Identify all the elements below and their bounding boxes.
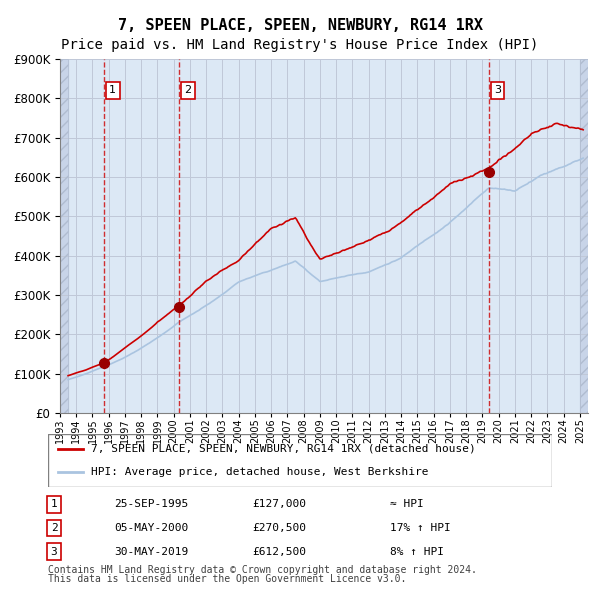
Text: 17% ↑ HPI: 17% ↑ HPI — [390, 523, 451, 533]
Bar — [60, 59, 68, 413]
Bar — [580, 59, 588, 413]
Text: 7, SPEEN PLACE, SPEEN, NEWBURY, RG14 1RX: 7, SPEEN PLACE, SPEEN, NEWBURY, RG14 1RX — [118, 18, 482, 32]
Text: Price paid vs. HM Land Registry's House Price Index (HPI): Price paid vs. HM Land Registry's House … — [61, 38, 539, 53]
Text: 2: 2 — [184, 86, 191, 96]
Bar — [580, 59, 588, 413]
Text: 7, SPEEN PLACE, SPEEN, NEWBURY, RG14 1RX (detached house): 7, SPEEN PLACE, SPEEN, NEWBURY, RG14 1RX… — [91, 444, 476, 454]
Text: £612,500: £612,500 — [252, 547, 306, 556]
Text: 30-MAY-2019: 30-MAY-2019 — [114, 547, 188, 556]
Text: 1: 1 — [50, 500, 58, 509]
Bar — [60, 59, 68, 413]
Text: 3: 3 — [50, 547, 58, 556]
Text: £127,000: £127,000 — [252, 500, 306, 509]
Text: HPI: Average price, detached house, West Berkshire: HPI: Average price, detached house, West… — [91, 467, 428, 477]
Text: 1: 1 — [109, 86, 116, 96]
Text: This data is licensed under the Open Government Licence v3.0.: This data is licensed under the Open Gov… — [48, 574, 406, 584]
Text: 2: 2 — [50, 523, 58, 533]
Text: £270,500: £270,500 — [252, 523, 306, 533]
Text: 8% ↑ HPI: 8% ↑ HPI — [390, 547, 444, 556]
Text: ≈ HPI: ≈ HPI — [390, 500, 424, 509]
Text: Contains HM Land Registry data © Crown copyright and database right 2024.: Contains HM Land Registry data © Crown c… — [48, 565, 477, 575]
Text: 3: 3 — [494, 86, 501, 96]
Text: 25-SEP-1995: 25-SEP-1995 — [114, 500, 188, 509]
Text: 05-MAY-2000: 05-MAY-2000 — [114, 523, 188, 533]
